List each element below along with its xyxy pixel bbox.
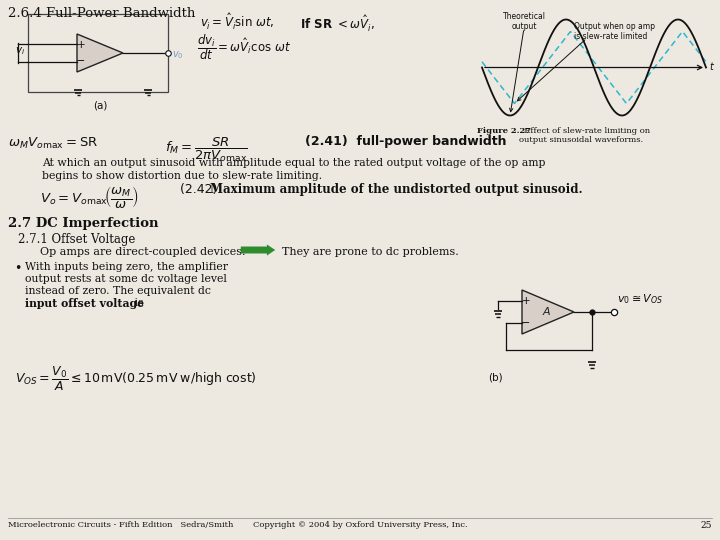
Text: Output when op amp
is slew-rate limited: Output when op amp is slew-rate limited [574, 22, 655, 42]
Text: t: t [709, 63, 713, 72]
Text: (a): (a) [93, 100, 107, 110]
Text: $\dfrac{dv_i}{dt} = \omega\hat{V}_i \cos\,\omega t$: $\dfrac{dv_i}{dt} = \omega\hat{V}_i \cos… [197, 32, 291, 62]
Text: $f_M = \dfrac{SR}{2\pi V_{o\mathrm{max}}}$: $f_M = \dfrac{SR}{2\pi V_{o\mathrm{max}}… [165, 136, 248, 164]
Bar [28, 14, 168, 92]
Text: With inputs being zero, the amplifier: With inputs being zero, the amplifier [25, 262, 228, 272]
Text: Copyright © 2004 by Oxford University Press, Inc.: Copyright © 2004 by Oxford University Pr… [253, 521, 467, 529]
Text: $\omega_M V_{o\mathrm{max}} = \mathrm{SR}$: $\omega_M V_{o\mathrm{max}} = \mathrm{SR… [8, 136, 98, 151]
Text: begins to show distortion due to slew-rate limiting.: begins to show distortion due to slew-ra… [42, 171, 322, 181]
Text: Effect of slew-rate limiting on
output sinusoidal waveforms.: Effect of slew-rate limiting on output s… [519, 127, 650, 144]
Text: Maximum amplitude of the undistorted output sinusoid.: Maximum amplitude of the undistorted out… [210, 183, 582, 196]
Text: −: − [76, 56, 86, 66]
Text: Microelectronic Circuits - Fifth Edition   Sedra/Smith: Microelectronic Circuits - Fifth Edition… [8, 521, 233, 529]
Text: +: + [77, 40, 85, 50]
Text: 2.6.4 Full-Power Bandwidth: 2.6.4 Full-Power Bandwidth [8, 7, 195, 20]
Text: input offset voltage: input offset voltage [25, 298, 144, 309]
Text: $v_0$: $v_0$ [172, 49, 184, 61]
Text: Figure 2.27: Figure 2.27 [477, 127, 531, 135]
Text: 2.7 DC Imperfection: 2.7 DC Imperfection [8, 217, 158, 230]
Text: (2.42): (2.42) [180, 183, 225, 196]
Text: They are prone to dc problems.: They are prone to dc problems. [282, 247, 459, 257]
Text: (2.41)  full-power bandwidth: (2.41) full-power bandwidth [305, 135, 506, 148]
Text: $v_i = \hat{V}_i \sin\,\omega t,$: $v_i = \hat{V}_i \sin\,\omega t,$ [200, 12, 274, 32]
Text: At which an output sinusoid with amplitude equal to the rated output voltage of : At which an output sinusoid with amplitu… [42, 158, 546, 168]
Text: $V_{OS} = \dfrac{V_0}{A} \leq 10\,\mathrm{mV}(0.25\,\mathrm{mV\;w/high\;cost})$: $V_{OS} = \dfrac{V_0}{A} \leq 10\,\mathr… [15, 365, 257, 393]
Text: If SR $< \omega\hat{V}_i,$: If SR $< \omega\hat{V}_i,$ [300, 14, 375, 34]
Text: −: − [521, 318, 531, 328]
Text: $v_i$: $v_i$ [15, 45, 25, 57]
Text: Op amps are direct-coupled devices.: Op amps are direct-coupled devices. [40, 247, 246, 257]
Polygon shape [522, 290, 574, 334]
Text: is: is [131, 298, 143, 308]
Text: 25: 25 [701, 521, 712, 530]
Text: output rests at some dc voltage level: output rests at some dc voltage level [25, 274, 227, 284]
Text: 2.7.1 Offset Voltage: 2.7.1 Offset Voltage [18, 233, 135, 246]
Text: Theoretical
output: Theoretical output [503, 12, 546, 31]
Text: A: A [542, 307, 550, 317]
FancyArrowPatch shape [240, 245, 275, 255]
Text: $v_0 \cong V_{OS}$: $v_0 \cong V_{OS}$ [617, 292, 663, 306]
Polygon shape [77, 34, 123, 72]
Text: +: + [522, 296, 531, 306]
Text: •: • [14, 262, 22, 275]
Text: instead of zero. The equivalent dc: instead of zero. The equivalent dc [25, 286, 211, 296]
Text: $V_o = V_{o\mathrm{max}}\!\left(\dfrac{\omega_M}{\omega}\right)$: $V_o = V_{o\mathrm{max}}\!\left(\dfrac{\… [40, 184, 139, 210]
Text: (b): (b) [488, 372, 503, 382]
